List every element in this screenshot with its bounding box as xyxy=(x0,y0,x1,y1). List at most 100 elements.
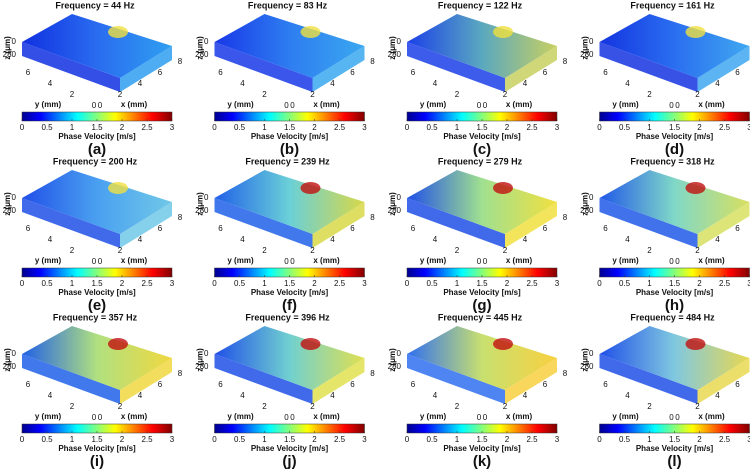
x-tick-label: 0 xyxy=(290,101,295,110)
y-tick-label: 0 xyxy=(92,257,97,266)
x-tick-label: 4 xyxy=(523,79,528,88)
colorbar-tick-label: 3 xyxy=(362,435,367,444)
colorbar-tick-label: 0 xyxy=(597,123,602,132)
x-tick-label: 4 xyxy=(330,235,335,244)
y-tick-label: 4 xyxy=(625,235,630,244)
x-tick-label: 2 xyxy=(503,402,508,411)
colorbar-tick-label: 1 xyxy=(455,279,460,288)
x-tick-label: 6 xyxy=(543,380,548,389)
colorbar-tick-label: 3 xyxy=(170,279,175,288)
x-axis-label: x (mm) xyxy=(506,256,533,265)
x-tick-label: 2 xyxy=(118,90,123,99)
colorbar-tick-label: 3 xyxy=(362,279,367,288)
colorbar-label: Phase Velocity [m/s] xyxy=(636,444,714,453)
y-axis-label: y (mm) xyxy=(420,100,447,109)
y-tick-label: 6 xyxy=(411,68,416,77)
x-tick-label: 2 xyxy=(310,246,315,255)
colorbar-tick-label: 1.5 xyxy=(284,435,296,444)
z-axis-label: z (μm) xyxy=(196,348,205,372)
block-left-face xyxy=(407,354,505,404)
colorbar-label: Phase Velocity [m/s] xyxy=(251,132,329,141)
block-top-face xyxy=(599,14,750,78)
colorbar-tick-label: 2.5 xyxy=(719,123,731,132)
z-tick-label: 0 xyxy=(589,193,594,202)
colorbar-tick-label: 2 xyxy=(697,123,702,132)
x-tick-label: 6 xyxy=(350,68,355,77)
panel-label: (l) xyxy=(667,453,681,469)
colorbar-tick-label: 0.5 xyxy=(619,123,631,132)
colorbar-tick-label: 1.5 xyxy=(669,123,681,132)
colorbar-tick-label: 1.5 xyxy=(476,123,488,132)
y-axis-label: y (mm) xyxy=(420,412,447,421)
x-tick-label: 0 xyxy=(675,413,680,422)
block-right-face xyxy=(505,202,557,248)
panel-label: (h) xyxy=(665,297,684,314)
hotspot xyxy=(108,26,128,38)
y-tick-label: 0 xyxy=(284,413,289,422)
panel-title: Frequency = 83 Hz xyxy=(248,0,328,10)
y-tick-label: 4 xyxy=(433,235,438,244)
z-tick-label: 280 xyxy=(388,206,402,215)
colorbar-label: Phase Velocity [m/s] xyxy=(58,288,136,297)
colorbar-tick-label: 0.5 xyxy=(619,279,631,288)
hotspot xyxy=(108,338,128,350)
x-tick-label: 0 xyxy=(483,257,488,266)
y-tick-label: 6 xyxy=(26,224,31,233)
colorbar-tick-label: 0.5 xyxy=(41,279,53,288)
panel-label: (i) xyxy=(90,453,104,469)
x-tick-label: 2 xyxy=(503,246,508,255)
y-tick-label: 6 xyxy=(26,380,31,389)
colorbar-label: Phase Velocity [m/s] xyxy=(636,132,714,141)
x-tick-label: 4 xyxy=(138,391,143,400)
colorbar-tick-label: 2 xyxy=(120,123,125,132)
panel-label: (d) xyxy=(665,141,684,158)
x-tick-label: 4 xyxy=(138,235,143,244)
block-top-face xyxy=(214,14,365,78)
x-tick-label: 0 xyxy=(290,257,295,266)
colorbar-tick-label: 1 xyxy=(262,279,267,288)
hotspot xyxy=(300,182,321,194)
colorbar-tick-label: 0 xyxy=(405,123,410,132)
block-right-face xyxy=(697,358,750,404)
x-tick-label: 6 xyxy=(158,224,163,233)
panel-label: (e) xyxy=(88,297,106,314)
x-tick-label: 0 xyxy=(98,101,103,110)
hotspot xyxy=(108,182,128,194)
y-axis-label: y (mm) xyxy=(35,412,62,421)
block-top-face xyxy=(407,326,557,390)
colorbar-tick-label: 2.5 xyxy=(334,279,346,288)
panel-title: Frequency = 357 Hz xyxy=(53,312,138,322)
colorbar-tick-label: 1 xyxy=(70,123,75,132)
x-tick-label: 4 xyxy=(330,391,335,400)
y-tick-label: 2 xyxy=(455,402,460,411)
block-left-face xyxy=(22,198,120,248)
y-tick-label: 4 xyxy=(240,391,245,400)
panel-label: (a) xyxy=(88,141,106,158)
x-tick-label: 6 xyxy=(735,380,740,389)
block-top-face xyxy=(599,170,750,234)
colorbar-tick-label: 1 xyxy=(647,123,652,132)
panel-title: Frequency = 484 Hz xyxy=(630,312,715,322)
block-left-face xyxy=(214,198,313,248)
colorbar-label: Phase Velocity [m/s] xyxy=(58,132,136,141)
block-right-face xyxy=(120,202,172,248)
colorbar-tick-label: 0 xyxy=(597,435,602,444)
x-tick-label: 8 xyxy=(563,57,568,66)
z-tick-label: 280 xyxy=(580,50,594,59)
y-tick-label: 0 xyxy=(669,101,674,110)
y-tick-label: 6 xyxy=(603,68,608,77)
colorbar-tick-label: 2.5 xyxy=(141,123,153,132)
colorbar-tick-label: 0 xyxy=(405,435,410,444)
colorbar-tick-label: 1 xyxy=(70,279,75,288)
x-tick-label: 6 xyxy=(735,68,740,77)
z-tick-label: 0 xyxy=(12,349,17,358)
x-tick-label: 8 xyxy=(563,369,568,378)
x-axis-label: x (mm) xyxy=(121,412,148,421)
y-tick-label: 4 xyxy=(625,79,630,88)
z-axis-label: z (μm) xyxy=(581,348,590,372)
x-tick-label: 8 xyxy=(178,57,183,66)
block-left-face xyxy=(214,354,313,404)
colorbar-tick-label: 0 xyxy=(597,279,602,288)
panel-label: (c) xyxy=(473,141,491,158)
